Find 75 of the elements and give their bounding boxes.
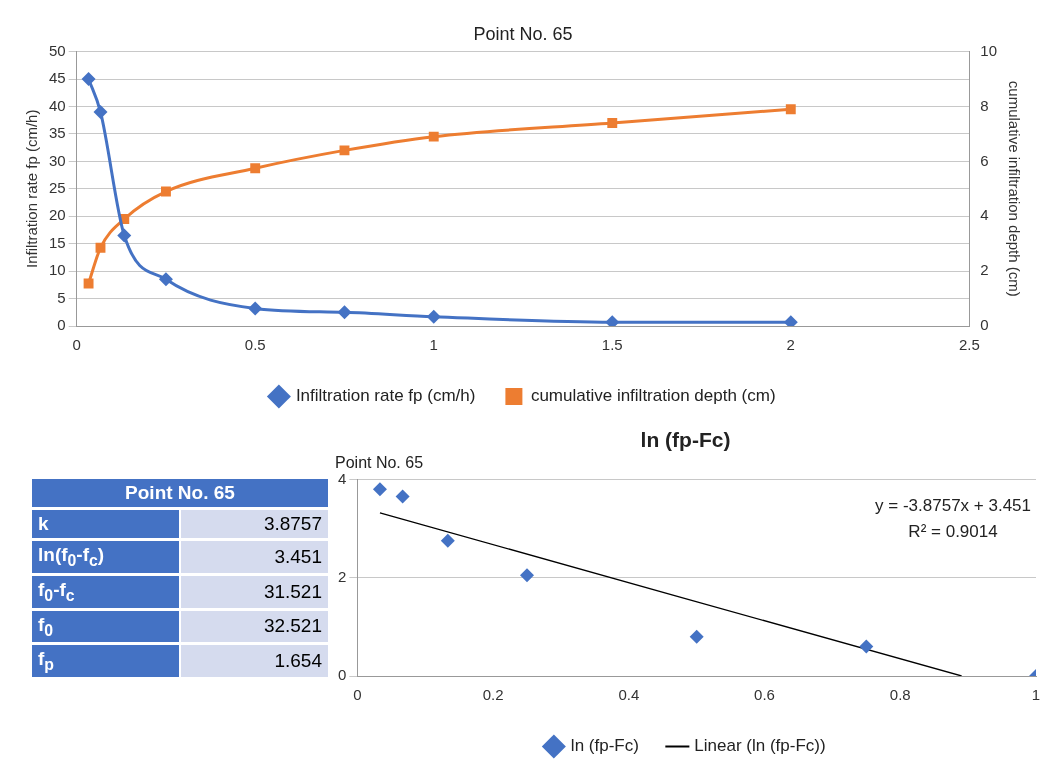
x-tick-label: 1.5 [601, 336, 623, 354]
point [520, 568, 535, 583]
category-label: k [32, 510, 179, 538]
x-tick-label: 2 [786, 336, 795, 354]
x-tick-label: 0 [353, 686, 362, 704]
y-axis-title: Infiltration rate fp (cm/h) [23, 109, 41, 268]
legend-label: Infiltration rate fp (cm/h) [295, 386, 476, 406]
y2-axis-title: cumulative infiltration depth (cm) [1005, 80, 1023, 297]
x-tick-label: 1 [1031, 686, 1041, 704]
category-label: f$_{p}$ [32, 645, 179, 678]
data-label: 3.8757 [181, 510, 328, 538]
y-tick-label: 25 [49, 178, 66, 196]
legend-label: Linear (ln (fp-Fc)) [694, 736, 826, 756]
data-label: 1.654 [181, 645, 328, 678]
x-tick-label: 1 [429, 336, 438, 354]
y-tick-label: 15 [49, 233, 66, 251]
y2-tick-label: 6 [980, 151, 989, 169]
chart-title: ln (fp-Fc) [640, 428, 731, 452]
y2-tick-label: 0 [980, 316, 989, 334]
legend-label: cumulative infiltration depth (cm) [530, 386, 776, 406]
y-tick-label: 35 [49, 124, 66, 142]
category-label: ln(f$_{0}$-f$_{c}$) [32, 541, 179, 573]
data-label: 31.521 [181, 575, 328, 608]
point [372, 482, 387, 497]
y-tick-label: 40 [49, 96, 66, 114]
y-tick-label: 30 [49, 151, 66, 169]
text: Point No. 65 [32, 479, 328, 507]
annotation: R² = 0.9014 [908, 521, 998, 541]
x-tick-label: 0.5 [244, 336, 266, 354]
y-tick-label: 0 [57, 316, 66, 334]
y-tick-label: 4 [338, 469, 347, 487]
category-label: f$_{0}$-f$_{c}$ [32, 575, 179, 608]
point [689, 629, 704, 644]
point [859, 639, 874, 654]
y-tick-label: 20 [49, 206, 66, 224]
y2-tick-label: 4 [980, 206, 989, 224]
y2-tick-label: 8 [980, 96, 989, 114]
y-tick-label: 5 [57, 288, 66, 306]
point [93, 104, 108, 119]
point [339, 145, 350, 156]
point [440, 533, 455, 548]
annotation: y = -3.8757x + 3.451 [875, 495, 1031, 515]
point [161, 186, 171, 197]
chart-subtitle: Point No. 65 [335, 454, 424, 472]
y-tick-label: 2 [338, 567, 347, 585]
point [95, 242, 106, 253]
x-tick-label: 0 [72, 336, 81, 354]
y2-tick-label: 10 [980, 41, 997, 59]
x-tick-label: 0.8 [889, 686, 911, 704]
point [395, 489, 410, 504]
y-tick-label: 50 [49, 41, 66, 59]
point [81, 72, 96, 87]
point [337, 305, 352, 320]
x-tick-label: 0.4 [618, 686, 640, 704]
data-label: 3.451 [181, 541, 328, 573]
chart-title: Point No. 65 [473, 23, 573, 44]
point [607, 117, 618, 128]
point [428, 131, 439, 142]
y2-tick-label: 2 [980, 261, 989, 279]
point [250, 163, 261, 174]
data-label: 32.521 [181, 610, 328, 643]
legend-label: ln (fp-Fc) [570, 736, 639, 756]
x-tick-label: 2.5 [958, 336, 980, 354]
category-label: f$_{0}$ [32, 610, 179, 643]
point [117, 228, 132, 243]
point [785, 104, 796, 115]
y-tick-label: 0 [338, 666, 347, 684]
y-tick-label: 45 [49, 69, 66, 87]
point [158, 272, 173, 287]
y-tick-label: 10 [49, 261, 66, 279]
x-tick-label: 0.2 [482, 686, 504, 704]
point [248, 301, 263, 316]
x-tick-label: 0.6 [754, 686, 775, 704]
point [83, 278, 94, 289]
point [426, 309, 441, 324]
